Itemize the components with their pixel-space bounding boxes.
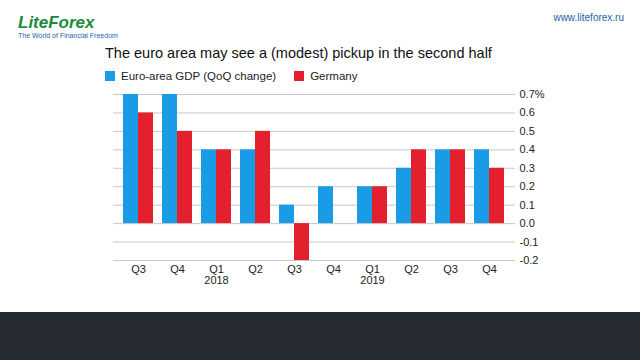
- svg-text:0.0: 0.0: [520, 217, 535, 229]
- svg-text:-0.1: -0.1: [520, 236, 539, 248]
- svg-text:0.7%: 0.7%: [520, 88, 545, 100]
- svg-text:Q12019: Q12019: [360, 263, 384, 286]
- svg-text:Q4: Q4: [326, 263, 341, 275]
- svg-text:Q3: Q3: [443, 263, 458, 275]
- html-text:www.liteforex.ru: www.liteforex.ru: [553, 12, 624, 23]
- svg-text:0.5: 0.5: [520, 125, 535, 137]
- svg-text:Q3: Q3: [287, 263, 302, 275]
- svg-text:0.4: 0.4: [520, 143, 535, 155]
- svg-text:0.2: 0.2: [520, 180, 535, 192]
- svg-text:Q2: Q2: [404, 263, 419, 275]
- svg-text:0.1: 0.1: [520, 199, 535, 211]
- svg-text:-0.2: -0.2: [520, 254, 539, 266]
- html-text:Germany: Germany: [310, 70, 358, 82]
- svg-text:Q3: Q3: [131, 263, 146, 275]
- html-text:Euro-area GDP (QoQ change): Euro-area GDP (QoQ change): [121, 70, 277, 82]
- html-text:The World of Financial Freedom: The World of Financial Freedom: [18, 32, 118, 39]
- svg-text:Q12018: Q12018: [204, 263, 228, 286]
- svg-text:0.3: 0.3: [520, 162, 535, 174]
- svg-text:0.6: 0.6: [520, 106, 535, 118]
- html-text:LiteForex: LiteForex: [18, 13, 95, 32]
- html-text:The euro area may see a (modes: The euro area may see a (modest) pickup …: [105, 45, 492, 61]
- svg-text:Q4: Q4: [170, 263, 185, 275]
- svg-text:Q2: Q2: [248, 263, 263, 275]
- svg-text:Q4: Q4: [482, 263, 497, 275]
